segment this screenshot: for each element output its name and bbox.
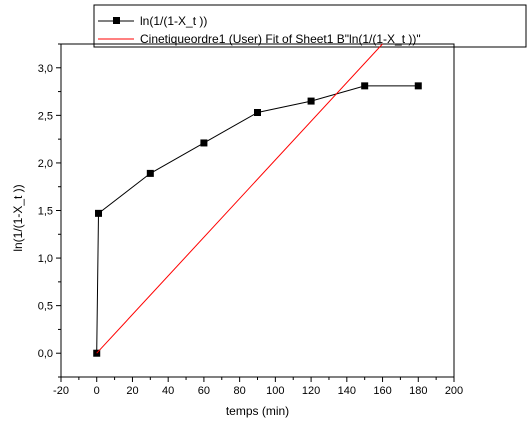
y-tick-label: 1,5 (38, 206, 53, 218)
y-tick-label: 2,5 (38, 110, 53, 122)
x-tick-label: 80 (234, 385, 246, 397)
series-1-line (96, 43, 383, 354)
legend-label-series-1: Cinetiqueordre1 (User) Fit of Sheet1 B"l… (140, 32, 421, 46)
y-tick-label: 3,0 (38, 63, 53, 75)
x-axis-label: temps (min) (226, 404, 289, 418)
series-0-point (200, 139, 208, 147)
series-0-point (146, 169, 154, 177)
x-tick-label: 140 (338, 385, 356, 397)
x-tick-label: 20 (126, 385, 138, 397)
x-axis-ticks: -20 0 20 40 60 80 100 120 140 160 180 200 (53, 377, 463, 397)
legend-box (93, 4, 527, 48)
x-tick-label: 0 (94, 385, 100, 397)
plot-area (60, 43, 455, 378)
series-0-point (95, 209, 103, 217)
x-tick-label: 100 (266, 385, 284, 397)
y-axis-ticks: 0,0 0,5 1,0 1,5 2,0 2,5 3,0 (38, 43, 61, 378)
legend-label-series-0: ln(1/(1-X_t )) (140, 14, 207, 28)
x-tick-label: 120 (302, 385, 320, 397)
series-0-point (414, 82, 422, 90)
series-0-point (254, 109, 261, 117)
x-tick-label: 180 (409, 385, 427, 397)
series-layer (93, 43, 422, 357)
x-tick-label: 200 (445, 385, 463, 397)
y-tick-label: 2,0 (38, 158, 53, 170)
y-tick-label: 1,0 (38, 253, 53, 265)
y-tick-label: 0,0 (38, 348, 53, 360)
x-tick-label: 60 (198, 385, 210, 397)
x-tick-label: 40 (162, 385, 174, 397)
legend: ln(1/(1-X_t )) Cinetiqueordre1 (User) Fi… (93, 4, 527, 48)
y-axis-label: ln(1/(1-X_t )) (11, 184, 25, 251)
series-0-line (96, 85, 419, 354)
y-tick-label: 0,5 (38, 301, 53, 313)
series-0-point (307, 97, 315, 105)
x-tick-label: -20 (53, 385, 69, 397)
x-tick-label: 160 (373, 385, 391, 397)
legend-marker-series-0 (113, 17, 120, 24)
series-0-point (361, 82, 369, 90)
